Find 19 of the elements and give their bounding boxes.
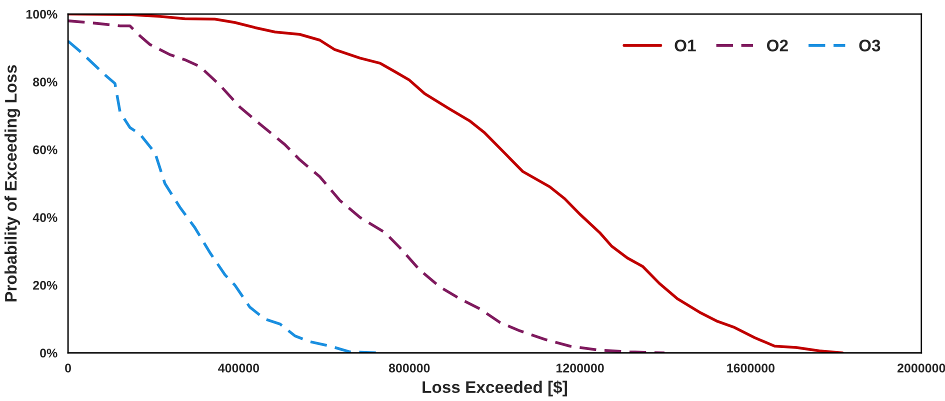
y-tick-label: 0% [40, 348, 58, 358]
y-axis-title: Probability of Exceeding Loss [4, 65, 20, 302]
y-tick-label: 60% [33, 145, 58, 154]
legend-label: O2 [766, 40, 788, 52]
x-tick-label: 800000 [388, 364, 430, 372]
y-tick-label: 80% [33, 78, 58, 86]
x-axis-title: Loss Exceeded [$] [422, 380, 567, 396]
y-tick-label: 20% [33, 280, 58, 290]
line-series [68, 14, 844, 353]
line-series [68, 19, 666, 353]
x-tick-label: 1200000 [556, 364, 604, 372]
legend-label: O3 [859, 40, 880, 52]
x-tick-label: 400000 [218, 364, 260, 372]
x-tick-label: 0 [65, 364, 72, 372]
x-tick-label: 2000000 [897, 364, 945, 372]
legend-label: O1 [674, 40, 696, 52]
x-tick-label: 1600000 [727, 364, 775, 372]
y-tick-label: 100% [26, 10, 58, 19]
y-tick-label: 40% [32, 213, 58, 222]
